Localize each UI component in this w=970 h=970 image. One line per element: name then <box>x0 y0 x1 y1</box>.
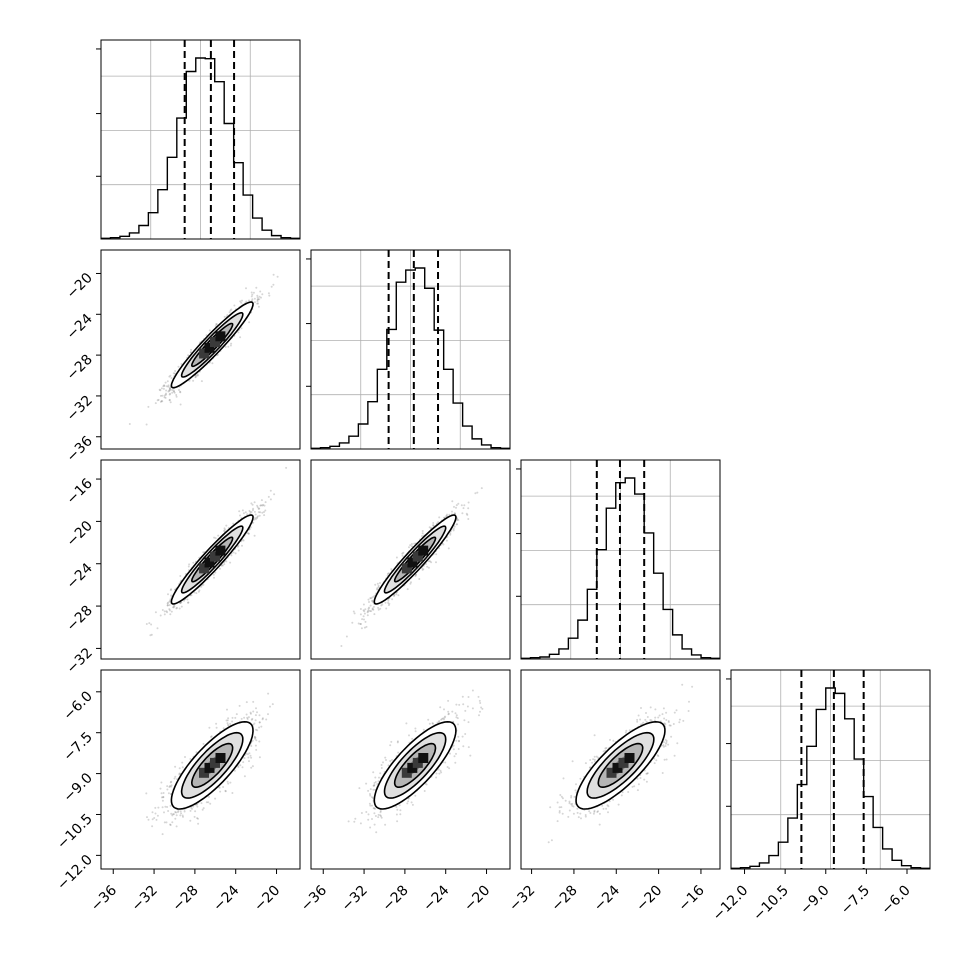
diag-2-histogram-step <box>311 267 510 449</box>
p41-panel: −6.0 −7.5 −9.0 −10.5−12.0−36 −32 −28 −24 −20 <box>54 669 301 915</box>
diag-4-frame <box>730 669 931 870</box>
p41-xtick-label: −28 <box>170 883 202 915</box>
p43-xtick-label: −32 <box>506 883 538 915</box>
p41-xtick-label: −24 <box>210 882 242 914</box>
p43-xtick-label: −24 <box>591 882 623 914</box>
diag-2-grid <box>311 250 510 449</box>
diag-1-histogram-step <box>101 57 300 239</box>
p32-density-core <box>401 545 429 574</box>
p31-ytick-label: −28 <box>64 603 96 635</box>
p41-ytick-label: −12.0 <box>54 852 96 894</box>
p32-panel <box>310 459 511 660</box>
p31-panel: −16 −20 −24 −28 −32 <box>64 459 301 677</box>
p43-frame <box>520 669 721 870</box>
p21-density-core <box>199 331 226 359</box>
diag-2-panel <box>306 249 511 450</box>
p43-density-core <box>606 753 635 778</box>
p42-frame <box>310 669 511 870</box>
p31-ytick-label: −16 <box>64 476 96 508</box>
p21-ytick-label: −28 <box>64 352 96 384</box>
p41-ytick-label: −10.5 <box>54 811 96 853</box>
p42-panel: −36 −32 −28 −24 −20 <box>298 669 511 915</box>
p32-frame <box>310 459 511 660</box>
p31-frame <box>100 459 301 660</box>
p31-ytick-label: −32 <box>64 645 96 677</box>
diag-4-panel: −12.0−10.5 −9.0 −7.5 −6.0 <box>710 669 931 925</box>
p41-frame <box>100 669 301 870</box>
p41-xtick-label: −32 <box>129 883 161 915</box>
diag-2-frame <box>310 249 511 450</box>
p42-xtick-label: −28 <box>380 883 412 915</box>
diag-3-frame <box>520 459 721 660</box>
p43-xtick-label: −16 <box>676 882 708 914</box>
p42-xtick-label: −32 <box>339 883 371 915</box>
p41-ytick-label: −9.0 <box>60 770 95 805</box>
p41-ytick-label: −7.5 <box>60 729 95 764</box>
diag-3-panel <box>516 459 721 660</box>
diag-4-xtick-label: −10.5 <box>750 883 792 925</box>
p21-panel: −20 −24 −28 −32 −36 <box>64 249 301 465</box>
diag-1-grid <box>101 40 300 239</box>
p42-xtick-label: −20 <box>461 883 493 915</box>
p21-ytick-label: −24 <box>64 311 96 343</box>
p31-ytick-label: −24 <box>64 560 96 592</box>
p41-ytick-label: −6.0 <box>60 688 95 723</box>
p43-xtick-label: −20 <box>633 883 665 915</box>
p41-xtick-label: −20 <box>251 883 283 915</box>
p42-xtick-label: −36 <box>298 882 330 914</box>
diag-4-grid <box>731 670 930 869</box>
diag-1-panel <box>96 39 301 240</box>
diag-4-xtick-label: −6.0 <box>878 883 913 918</box>
p21-ytick-label: −32 <box>64 392 96 424</box>
diag-4-xtick-label: −9.0 <box>797 883 832 918</box>
p41-xtick-label: −36 <box>88 882 120 914</box>
p43-panel: −32 −28 −24 −20 −16 <box>506 669 721 915</box>
p21-frame <box>100 249 301 450</box>
diag-4-xtick-label: −7.5 <box>838 883 873 918</box>
p42-density-core <box>401 753 429 778</box>
p31-density-core <box>199 545 226 574</box>
diag-4-xtick-label: −12.0 <box>710 883 752 925</box>
p42-xtick-label: −24 <box>420 882 452 914</box>
p31-ytick-label: −20 <box>64 518 96 550</box>
p41-density-core <box>199 753 226 778</box>
p21-ytick-label: −36 <box>64 433 96 465</box>
p21-ytick-label: −20 <box>64 270 96 302</box>
diag-4-histogram-step <box>731 687 930 869</box>
diag-1-frame <box>100 39 301 240</box>
p43-xtick-label: −28 <box>549 883 581 915</box>
